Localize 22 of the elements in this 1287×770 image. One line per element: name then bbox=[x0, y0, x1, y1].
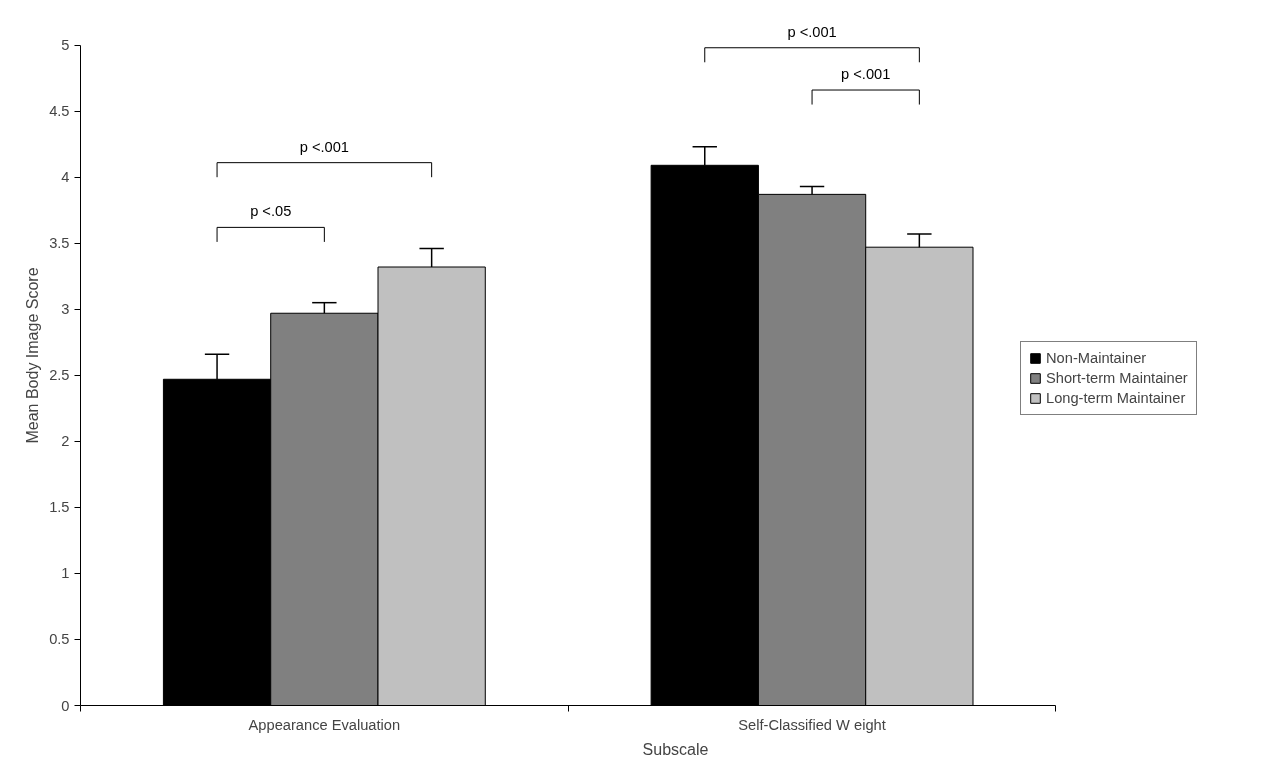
y-tick-label: 2 bbox=[61, 433, 70, 450]
legend-label: Short-term Maintainer bbox=[1046, 370, 1188, 386]
annotation: p <.001 bbox=[299, 138, 350, 155]
y-tick-label: 1.5 bbox=[49, 499, 70, 516]
y-tick-label: 0.5 bbox=[49, 631, 70, 648]
legend-label: Non-Maintainer bbox=[1046, 350, 1147, 366]
y-tick-label: 1 bbox=[61, 565, 70, 582]
y-tick-label: 2.5 bbox=[49, 367, 70, 384]
y-tick-label: 0 bbox=[61, 697, 70, 714]
y-tick-label: 5 bbox=[61, 37, 70, 54]
y-tick-label: 4 bbox=[61, 169, 70, 186]
x-tick-label: Self-Classified W eight bbox=[738, 716, 886, 733]
text: p <.001 bbox=[787, 23, 837, 40]
legend-label: Long-term Maintainer bbox=[1046, 390, 1186, 406]
y-tick-label: 3.5 bbox=[49, 235, 70, 252]
y-tick-label: 3 bbox=[61, 301, 70, 318]
y-tick-label: 4.5 bbox=[49, 103, 70, 120]
annotation: p <.05 bbox=[250, 203, 292, 220]
annotation: p <.001 bbox=[841, 66, 891, 83]
x-tick-label: Appearance Evaluation bbox=[248, 716, 401, 733]
x-axis-title: Subscale bbox=[642, 740, 709, 758]
y-axis-title: Mean Body Image Score bbox=[24, 267, 42, 444]
